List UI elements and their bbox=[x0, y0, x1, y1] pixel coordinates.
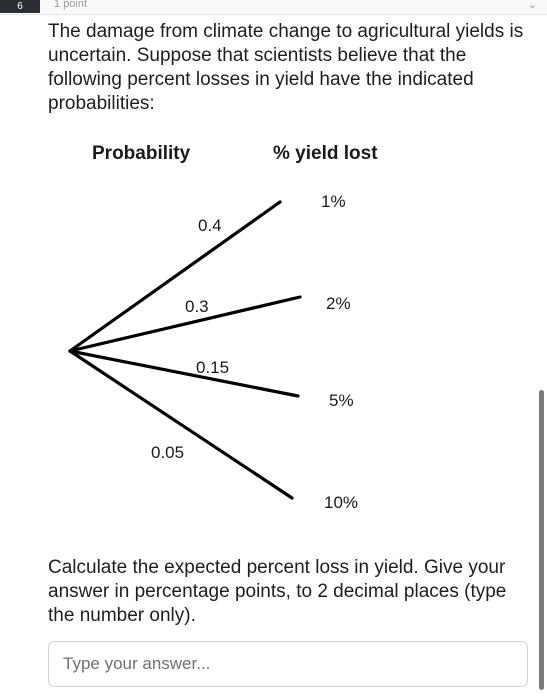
branch-yield-2: 2% bbox=[326, 294, 351, 313]
branch-line-1 bbox=[68, 200, 282, 353]
points-label: 1 point bbox=[54, 0, 88, 10]
answer-input[interactable] bbox=[48, 641, 528, 687]
top-strip: 6 1 point ⌄ bbox=[0, 0, 547, 15]
branch-probability-1: 0.4 bbox=[198, 216, 222, 235]
branch-yield-3: 5% bbox=[329, 391, 354, 410]
probability-tree-diagram: Probability % yield lost 0.4 0.3 0.15 0.… bbox=[68, 143, 378, 512]
chevron-icon[interactable]: ⌄ bbox=[527, 0, 537, 11]
question-text: The damage from climate change to agricu… bbox=[48, 21, 524, 114]
probability-header: Probability bbox=[92, 143, 191, 164]
scrollbar[interactable] bbox=[539, 390, 544, 690]
branch-yield-4: 10% bbox=[324, 493, 358, 512]
question-number-badge: 6 bbox=[0, 0, 40, 13]
branch-line-3 bbox=[68, 349, 300, 398]
branch-yield-1: 1% bbox=[321, 192, 346, 211]
branch-probability-3: 0.15 bbox=[196, 358, 229, 377]
yield-header: % yield lost bbox=[273, 143, 378, 164]
branch-probability-2: 0.3 bbox=[185, 297, 209, 316]
branch-probability-4: 0.05 bbox=[151, 443, 184, 462]
branch-line-4 bbox=[68, 349, 294, 500]
branch-line-2 bbox=[68, 295, 302, 353]
prompt-text: Calculate the expected percent loss in y… bbox=[48, 557, 507, 626]
